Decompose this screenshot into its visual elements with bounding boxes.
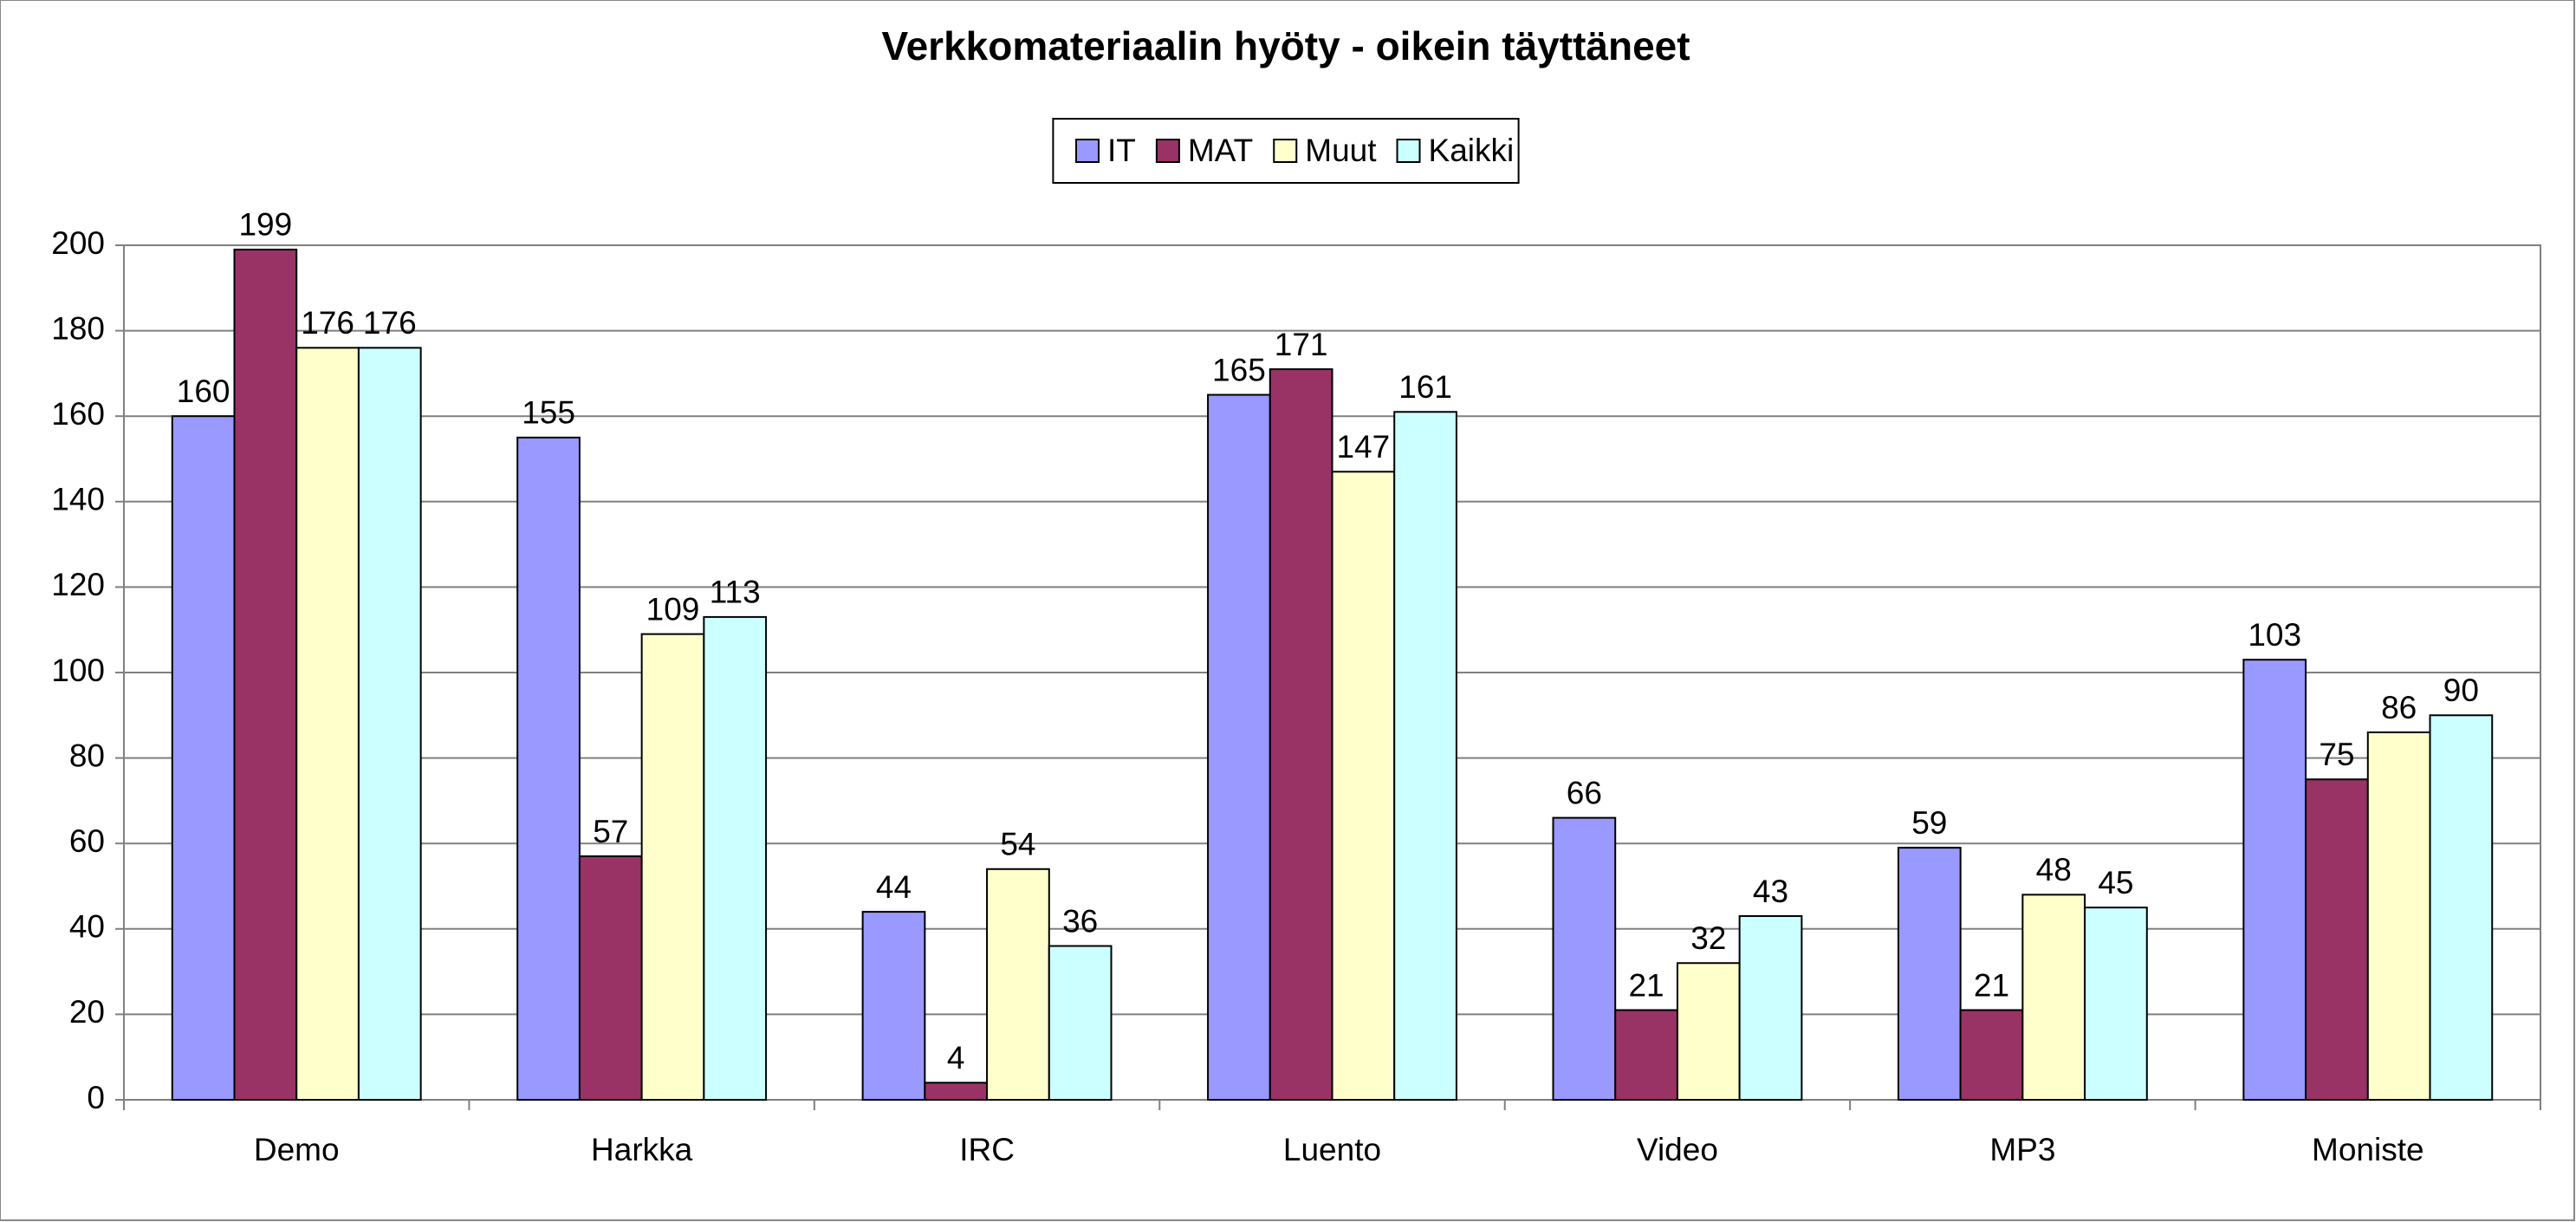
bar (703, 615, 768, 1101)
bar (2305, 778, 2369, 1101)
x-tick-label: Harkka (591, 1132, 693, 1167)
legend-label: Muut (1305, 133, 1377, 168)
bar (924, 1082, 989, 1102)
value-label: 160 (177, 374, 230, 409)
bar (578, 855, 643, 1101)
value-label: 109 (646, 591, 700, 627)
bar (861, 911, 926, 1101)
bar (2021, 894, 2086, 1101)
bar (1269, 367, 1333, 1102)
value-label: 43 (1753, 874, 1788, 909)
value-label: 21 (1974, 967, 2009, 1003)
bar (2084, 907, 2148, 1102)
legend-swatch (1396, 139, 1421, 163)
value-label: 86 (2381, 690, 2417, 725)
value-label: 165 (1212, 352, 1266, 387)
bar (1207, 393, 1271, 1101)
y-tick-label: 200 (51, 225, 105, 261)
value-label: 4 (947, 1040, 965, 1076)
y-tick-label: 120 (51, 567, 105, 602)
bar (1552, 816, 1617, 1101)
bar (1959, 1009, 2024, 1101)
value-label: 147 (1336, 429, 1390, 465)
bar (1897, 847, 1962, 1101)
y-tick-label: 140 (51, 482, 105, 517)
value-label: 155 (522, 395, 575, 431)
bar (1048, 945, 1113, 1102)
bar (1676, 962, 1741, 1101)
x-tick-label: Video (1637, 1132, 1718, 1167)
bar (2242, 659, 2307, 1102)
value-label: 90 (2443, 673, 2479, 708)
bar (295, 347, 360, 1101)
value-label: 48 (2036, 852, 2072, 887)
value-label: 32 (1690, 920, 1726, 956)
value-label: 176 (363, 305, 417, 341)
y-tick-label: 0 (87, 1080, 105, 1115)
value-label: 113 (710, 575, 761, 610)
bar (171, 415, 236, 1101)
x-tick-label: Luento (1283, 1132, 1381, 1167)
x-tick-label: MP3 (1989, 1132, 2055, 1167)
bar (2429, 714, 2494, 1101)
y-tick-label: 80 (69, 738, 105, 773)
bar (1393, 411, 1457, 1101)
y-tick-label: 180 (51, 310, 105, 346)
x-tick-label: Demo (254, 1132, 340, 1167)
legend-label: MAT (1188, 133, 1253, 168)
value-label: 44 (876, 869, 912, 905)
legend-label: Kaikki (1429, 133, 1515, 168)
bar (2366, 731, 2431, 1102)
y-tick-label: 160 (51, 396, 105, 432)
x-tick-label: Moniste (2312, 1132, 2424, 1167)
chart-title: Verkkomateriaalin hyöty - oikein täyttän… (881, 23, 1690, 68)
value-label: 75 (2319, 737, 2354, 772)
y-tick-label: 60 (69, 823, 105, 859)
y-tick-label: 20 (69, 994, 105, 1030)
bar (640, 633, 705, 1101)
bar (357, 347, 422, 1101)
value-label: 21 (1628, 967, 1664, 1003)
y-tick-label: 100 (51, 653, 105, 688)
value-label: 66 (1567, 775, 1602, 810)
bar (1331, 471, 1396, 1101)
legend-label: IT (1107, 133, 1136, 168)
y-tick-label: 40 (69, 909, 105, 945)
value-label: 161 (1398, 369, 1452, 405)
value-label: 45 (2098, 865, 2133, 900)
bar (1614, 1009, 1678, 1101)
value-label: 171 (1275, 327, 1328, 362)
bar (986, 868, 1050, 1102)
legend-swatch (1155, 139, 1180, 163)
x-tick-label: IRC (959, 1132, 1015, 1167)
legend-swatch (1273, 139, 1298, 163)
value-label: 54 (1000, 827, 1035, 862)
bar (1738, 915, 1803, 1102)
value-label: 57 (593, 814, 628, 849)
value-label: 199 (238, 207, 292, 243)
value-label: 36 (1062, 903, 1098, 939)
legend-swatch (1075, 139, 1100, 163)
bar (233, 248, 298, 1101)
value-label: 103 (2248, 617, 2301, 653)
value-label: 176 (301, 305, 354, 341)
value-label: 59 (1911, 805, 1947, 841)
bar (516, 436, 581, 1102)
